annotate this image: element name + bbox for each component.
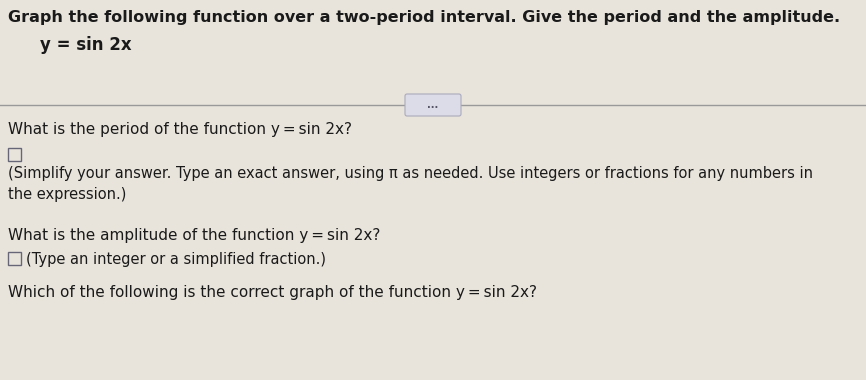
Text: What is the amplitude of the function y = sin 2x?: What is the amplitude of the function y … xyxy=(8,228,380,243)
FancyBboxPatch shape xyxy=(405,94,461,116)
Text: ...: ... xyxy=(428,100,438,110)
FancyBboxPatch shape xyxy=(8,252,21,265)
Text: What is the period of the function y = sin 2x?: What is the period of the function y = s… xyxy=(8,122,352,137)
Text: Which of the following is the correct graph of the function y = sin 2x?: Which of the following is the correct gr… xyxy=(8,285,537,300)
Text: y = sin 2x: y = sin 2x xyxy=(40,36,132,54)
FancyBboxPatch shape xyxy=(8,148,21,161)
Text: Graph the following function over a two-period interval. Give the period and the: Graph the following function over a two-… xyxy=(8,10,840,25)
Text: (Type an integer or a simplified fraction.): (Type an integer or a simplified fractio… xyxy=(26,252,326,267)
Text: (Simplify your answer. Type an exact answer, using π as needed. Use integers or : (Simplify your answer. Type an exact ans… xyxy=(8,166,813,202)
